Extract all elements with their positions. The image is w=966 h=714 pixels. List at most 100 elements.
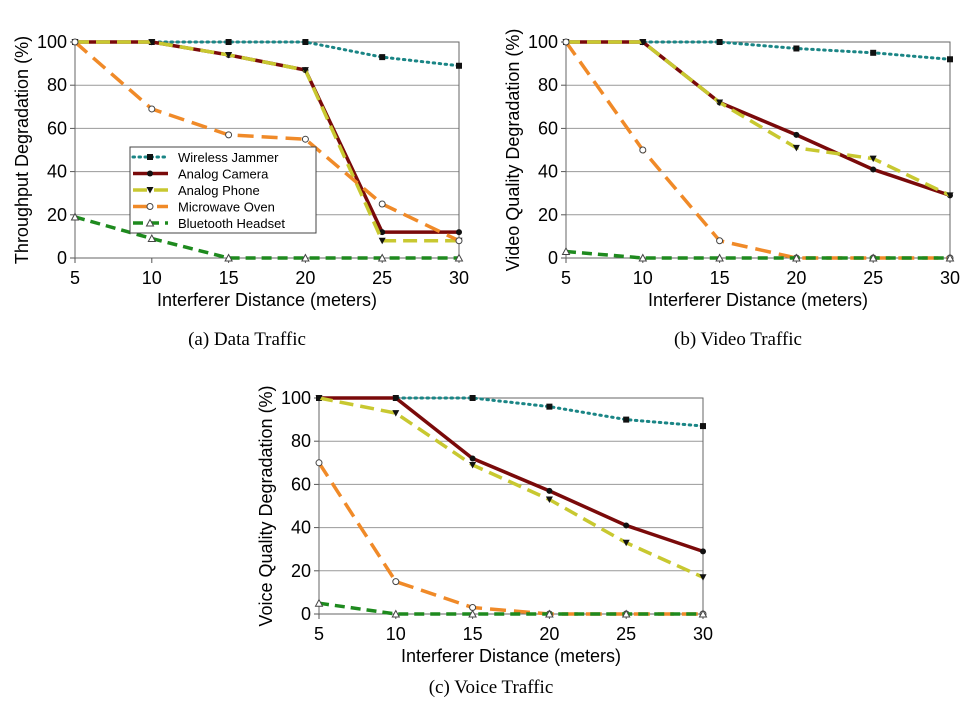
marker [545,609,554,618]
marker [302,39,309,45]
marker [623,416,630,423]
marker [868,253,878,262]
x-tick-label: 15 [710,268,730,288]
marker [148,39,156,46]
series-line [564,40,950,260]
x-axis-label: Interferer Distance (meters) [648,290,868,310]
x-tick-label: 30 [940,268,960,288]
marker [224,253,233,262]
series-line [73,40,461,68]
marker [147,170,153,177]
marker [456,62,462,69]
marker [392,410,400,417]
y-tick-label: 60 [538,118,558,138]
marker [146,187,154,194]
marker [468,609,477,618]
marker [562,38,570,46]
marker [315,395,323,402]
caption: (c) Voice Traffic [429,677,554,698]
marker [392,578,400,586]
marker [621,609,631,618]
x-tick-label: 15 [219,268,239,288]
y-axis-label: Throughput Degradation (%) [12,36,32,264]
marker [639,39,647,46]
legend-label: Wireless Jammer [178,150,279,165]
marker [946,192,954,199]
marker [870,49,877,56]
marker [145,218,155,227]
y-tick-label: 60 [291,474,311,494]
marker [70,212,80,221]
marker [716,99,724,106]
marker [377,253,387,262]
marker [391,609,401,618]
y-tick-label: 80 [538,75,558,95]
x-tick-label: 5 [561,268,571,288]
series-line [317,396,705,428]
legend-label: Analog Camera [178,167,269,182]
marker [379,54,386,61]
marker [301,67,309,74]
marker [392,395,399,401]
x-tick-label: 25 [372,268,392,288]
marker [869,155,877,163]
marker [456,229,462,236]
marker [314,598,324,607]
y-tick-label: 100 [528,32,558,52]
y-axis-label: Video Quality Degradation (%) [503,29,523,272]
x-tick-label: 20 [539,624,559,644]
y-tick-label: 40 [291,518,311,538]
marker [622,539,630,547]
marker [469,395,476,401]
x-tick-label: 30 [449,268,469,288]
x-axis-label: Interferer Distance (meters) [401,646,621,666]
y-tick-label: 40 [538,162,558,182]
marker [147,234,157,243]
legend-label: Analog Phone [178,183,260,198]
marker [545,496,553,504]
y-tick-label: 40 [47,162,67,182]
marker [225,131,233,139]
y-tick-label: 20 [538,205,558,225]
x-tick-label: 25 [863,268,883,288]
y-tick-label: 0 [57,248,67,268]
x-tick-label: 20 [786,268,806,288]
marker [378,200,386,208]
series-line [75,40,459,243]
series-line [74,215,459,260]
y-axis-label: Voice Quality Degradation (%) [256,385,276,626]
series-line [564,40,952,61]
marker [699,574,707,581]
marker [148,105,156,113]
marker [698,609,708,618]
marker [715,253,724,262]
plot-frame [318,397,704,615]
marker [225,39,232,45]
y-tick-label: 0 [301,604,311,624]
marker [561,246,571,256]
marker [793,45,800,52]
marker [455,237,463,245]
caption: (a) Data Traffic [188,329,306,350]
marker [315,459,323,467]
marker [639,146,647,154]
y-tick-label: 20 [47,205,67,225]
x-tick-label: 25 [616,624,636,644]
x-tick-label: 5 [314,624,324,644]
marker [700,423,706,430]
marker [469,461,477,469]
series-line [319,396,704,554]
x-tick-label: 5 [70,268,80,288]
marker [301,135,309,143]
legend-label: Microwave Oven [178,200,275,215]
y-tick-label: 100 [281,388,311,408]
series-line [318,396,704,579]
marker [147,154,153,160]
marker [792,144,800,152]
marker [638,253,648,262]
marker [469,455,476,462]
marker [792,253,801,262]
marker [454,253,464,262]
marker [716,237,724,245]
marker [870,166,877,173]
